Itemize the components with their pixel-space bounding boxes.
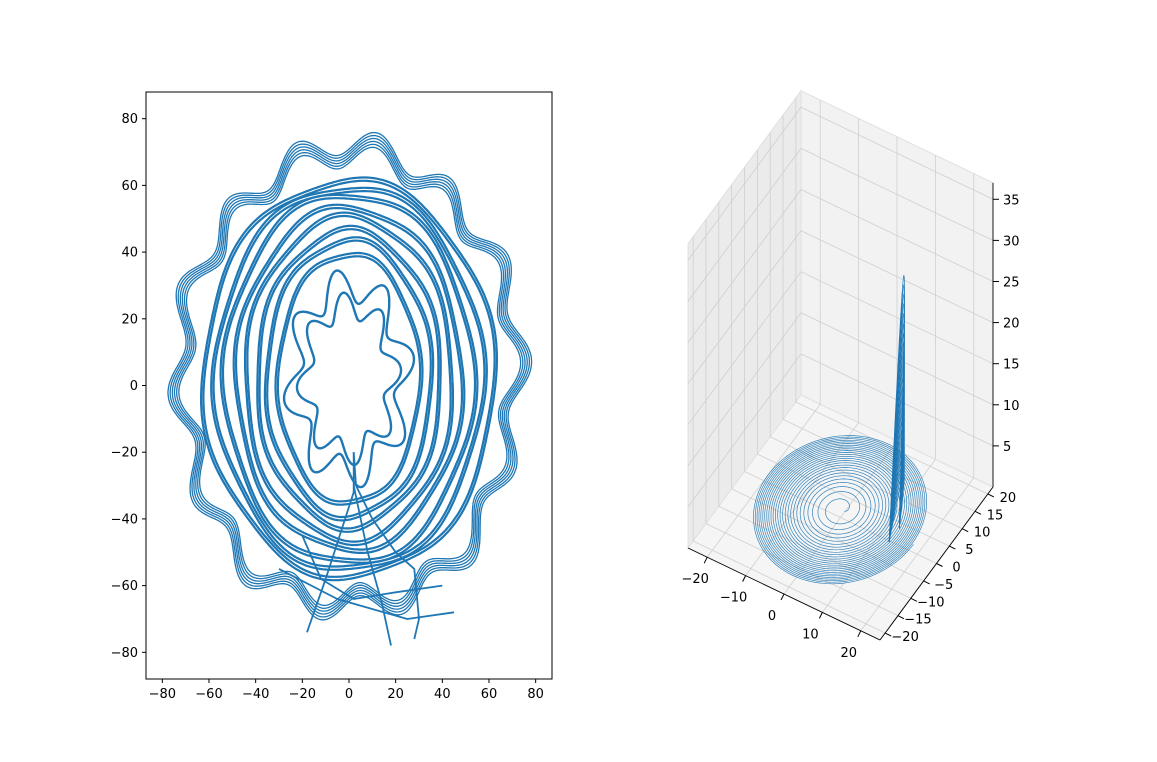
x3d-tick-label: −20 xyxy=(681,572,708,587)
fin-curve xyxy=(888,274,905,543)
z3d-tick-label: 30 xyxy=(1003,234,1020,249)
pane-walls xyxy=(687,89,994,641)
y3d-tick-mark xyxy=(897,615,905,620)
y3d-tick-mark xyxy=(974,510,982,515)
y-tick-label: −80 xyxy=(111,646,138,661)
outer-wavy-loop xyxy=(169,134,531,618)
outer-wavy-loop xyxy=(173,140,526,612)
tail-curve xyxy=(278,568,455,620)
tail-curve xyxy=(306,452,355,633)
y-tick-label: −40 xyxy=(111,512,138,527)
x-tick-label: 0 xyxy=(345,687,353,702)
nested-loop xyxy=(258,228,440,530)
y3d-tick-label: −20 xyxy=(891,630,918,645)
y3d-tick-label: 5 xyxy=(965,543,973,558)
left-y-axis: −80 −60 −40 −20 0 20 40 60 80 xyxy=(111,112,146,661)
grid-line-y xyxy=(744,471,937,564)
x3d-tick-mark xyxy=(703,556,708,564)
grid-line-y xyxy=(731,488,924,582)
grid-line-y xyxy=(692,540,886,634)
outer-wavy-loop xyxy=(167,131,533,621)
y3d-tick-label: 10 xyxy=(974,526,991,541)
right-3d-plot: −20−1001020−20−15−10−5051015205101520253… xyxy=(681,89,1020,661)
nested-loop xyxy=(219,193,479,564)
3d-tick-labels: −20−1001020−20−15−10−5051015205101520253… xyxy=(681,193,1019,661)
nested-loop xyxy=(276,255,422,503)
z3d-tick-label: 10 xyxy=(1003,399,1020,414)
left-x-axis: −80 −60 −40 −20 0 20 40 60 80 xyxy=(149,679,544,702)
grid-line-y xyxy=(718,505,911,599)
nested-loop xyxy=(221,197,477,561)
y3d-tick-mark xyxy=(884,632,892,637)
y-tick-label: 20 xyxy=(121,312,138,327)
y-tick-label: −20 xyxy=(111,446,138,461)
nested-loop xyxy=(243,211,455,547)
x3d-tick-mark xyxy=(742,575,747,582)
x-tick-label: 20 xyxy=(387,687,404,702)
nested-loop xyxy=(246,214,452,543)
x-tick-label: −80 xyxy=(149,687,176,702)
x3d-tick-mark xyxy=(780,593,785,601)
z3d-tick-label: 35 xyxy=(1003,193,1020,208)
y3d-tick-mark xyxy=(987,493,995,498)
x3d-tick-label: 20 xyxy=(841,646,858,661)
y3d-tick-mark xyxy=(961,528,969,533)
left-curves xyxy=(167,131,533,646)
x-tick-label: 60 xyxy=(481,687,498,702)
z3d-tick-label: 5 xyxy=(1003,440,1011,455)
nested-loop xyxy=(202,179,496,578)
y3d-tick-label: 15 xyxy=(987,508,1004,523)
y3d-tick-label: −10 xyxy=(917,595,944,610)
inner-wavy-loop xyxy=(282,269,416,489)
nested-loop xyxy=(266,239,432,519)
y-tick-label: 80 xyxy=(121,112,138,127)
y-tick-label: 40 xyxy=(121,246,138,261)
y3d-tick-mark xyxy=(936,563,943,567)
tail-curve xyxy=(301,535,443,600)
nested-loop xyxy=(210,186,488,571)
x3d-tick-mark xyxy=(818,612,823,619)
left-plot: −80 −60 −40 −20 0 20 40 60 80 −80 −60 −40 −20 0 20 40 6… xyxy=(111,91,553,702)
x-tick-label: −40 xyxy=(242,687,269,702)
y-tick-label: 60 xyxy=(121,179,138,194)
grid-line-y xyxy=(782,418,976,512)
nested-loop xyxy=(212,190,486,568)
spiral-curve xyxy=(753,435,927,585)
x-tick-label: 80 xyxy=(527,687,544,702)
x3d-tick-label: 10 xyxy=(802,627,819,642)
outer-wavy-loop xyxy=(176,143,524,609)
y3d-tick-mark xyxy=(910,597,918,602)
outer-wavy-loop xyxy=(171,137,528,615)
grid-line-y xyxy=(705,523,899,617)
y-tick-label: 0 xyxy=(130,379,138,394)
x-tick-label: −20 xyxy=(289,687,316,702)
nested-loop xyxy=(256,224,442,533)
3d-curve xyxy=(753,274,927,585)
nested-loop xyxy=(200,176,498,582)
z3d-tick-label: 25 xyxy=(1003,275,1020,290)
y3d-tick-mark xyxy=(949,545,956,550)
x3d-tick-label: −10 xyxy=(720,591,747,606)
y3d-tick-label: −15 xyxy=(904,613,931,628)
x-tick-label: 40 xyxy=(434,687,451,702)
y3d-tick-label: 20 xyxy=(1000,491,1017,506)
nested-loop xyxy=(263,236,435,522)
tail-curve xyxy=(352,485,392,646)
nested-loop xyxy=(232,203,466,554)
x-tick-label: −60 xyxy=(195,687,222,702)
y-tick-label: −60 xyxy=(111,579,138,594)
z3d-tick-label: 20 xyxy=(1003,317,1020,332)
nested-loop xyxy=(274,251,424,506)
z3d-tick-label: 15 xyxy=(1003,358,1020,373)
tail-curve xyxy=(352,452,420,640)
x3d-tick-mark xyxy=(857,630,862,638)
y3d-tick-label: 0 xyxy=(952,561,960,576)
y3d-tick-label: −5 xyxy=(934,578,953,593)
inner-wavy-loop xyxy=(295,291,403,467)
outer-wavy-loop xyxy=(178,146,522,607)
x3d-tick-label: 0 xyxy=(768,609,776,624)
nested-loop xyxy=(234,207,464,551)
y3d-tick-mark xyxy=(923,580,930,585)
